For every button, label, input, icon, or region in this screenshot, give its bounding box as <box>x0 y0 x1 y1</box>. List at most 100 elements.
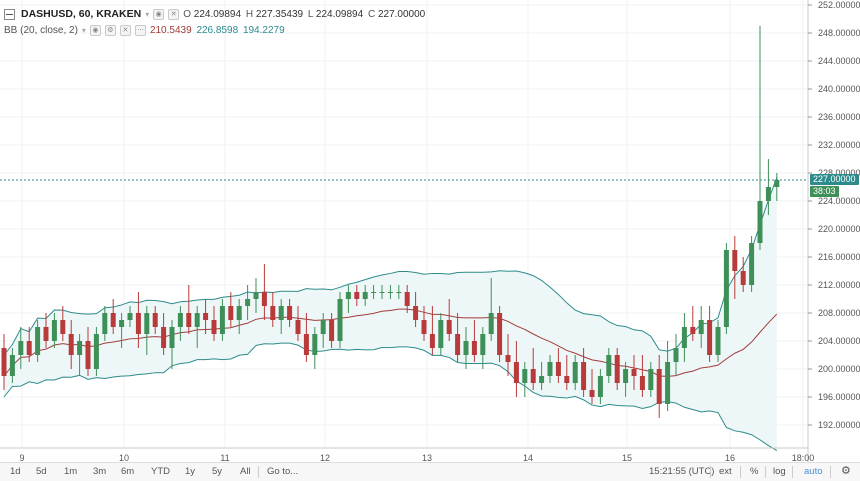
candle-body <box>303 334 309 355</box>
candle-body <box>169 327 175 348</box>
percent-toggle[interactable]: % <box>750 466 759 477</box>
candle-body <box>35 327 41 355</box>
candle-body <box>93 334 99 369</box>
bb-value: 226.8598 <box>196 25 239 36</box>
candle-body <box>236 306 242 320</box>
candle-body <box>488 313 494 334</box>
lower-band <box>3 342 778 451</box>
time-tick-label: 18:00 <box>792 453 815 462</box>
range-all[interactable]: All <box>240 466 251 477</box>
indicator-legend: BB (20, close, 2) ▾ ◉ ⚙ ✕ ⋯ 210.5439 226… <box>4 25 287 36</box>
candle-body <box>715 327 721 355</box>
candle-body <box>203 313 209 320</box>
candle-body <box>446 320 452 334</box>
candle-body <box>161 327 167 348</box>
collapse-icon[interactable] <box>4 8 15 20</box>
candle-body <box>547 362 553 376</box>
close-icon[interactable]: ✕ <box>119 25 131 36</box>
candle-body <box>43 327 49 341</box>
candle-body <box>127 313 133 320</box>
candle-body <box>1 348 7 376</box>
candle-body <box>505 355 511 362</box>
candle-body <box>413 306 419 320</box>
candle-body <box>589 390 595 397</box>
price-chart[interactable]: 252.00000 248.00000 244.00000 240.00000 236.… <box>0 0 860 462</box>
bb-value: 210.5439 <box>149 25 192 36</box>
auto-toggle[interactable]: auto <box>804 466 823 477</box>
basis-line <box>3 308 778 377</box>
goto-button[interactable]: Go to... <box>267 466 299 477</box>
ext-toggle[interactable]: ext <box>719 466 732 477</box>
candle-body <box>471 341 477 355</box>
candle-body <box>429 334 435 348</box>
divider <box>830 466 831 478</box>
candle-body <box>329 320 335 341</box>
indicator-title[interactable]: BB (20, close, 2) <box>4 25 78 36</box>
candle-body <box>177 313 183 327</box>
last-price-badge: 227.00000 <box>810 174 859 185</box>
chevron-down-icon[interactable]: ▾ <box>81 26 86 35</box>
more-icon[interactable]: ⋯ <box>134 25 146 36</box>
candle-body <box>219 306 225 334</box>
symbol-title[interactable]: DASHUSD, 60, KRAKEN <box>21 8 142 20</box>
candle-body <box>707 320 713 355</box>
candle-body <box>639 376 645 390</box>
gear-icon[interactable]: ⚙ <box>841 465 851 477</box>
candle-body <box>497 313 503 355</box>
ohlc-key: H <box>245 8 254 20</box>
range-6m[interactable]: 6m <box>121 466 135 477</box>
range-3m[interactable]: 3m <box>93 466 107 477</box>
candle-body <box>270 306 276 320</box>
price-tick-label: 196.00000 <box>818 392 860 402</box>
candle-body <box>631 369 637 376</box>
price-tick-label: 208.00000 <box>818 308 860 318</box>
price-tick-label: 220.00000 <box>818 224 860 234</box>
candle-body <box>345 292 351 299</box>
ohlc-values: O 224.09894 H 227.35439 L 224.09894 C 22… <box>183 9 427 20</box>
log-toggle[interactable]: log <box>773 466 786 477</box>
candle-body <box>312 334 318 355</box>
range-5d[interactable]: 5d <box>36 466 47 477</box>
candle-body <box>186 313 192 327</box>
range-ytd[interactable]: YTD <box>151 466 170 477</box>
range-1m[interactable]: 1m <box>64 466 78 477</box>
eye-icon[interactable]: ◉ <box>153 8 165 20</box>
ohlc-value: 224.09894 <box>315 8 364 20</box>
candle-body <box>513 362 519 383</box>
candle-body <box>278 306 284 320</box>
divider <box>765 466 766 478</box>
candle-body <box>455 334 461 355</box>
candle-body <box>732 250 738 271</box>
range-1d[interactable]: 1d <box>10 466 21 477</box>
chevron-down-icon[interactable]: ▾ <box>145 9 150 19</box>
candle-body <box>60 320 66 334</box>
candle-body <box>211 320 217 334</box>
candle-body <box>362 292 368 299</box>
candle-body <box>597 376 603 397</box>
candle-body <box>480 334 486 355</box>
candle-body <box>102 313 108 334</box>
candle-body <box>85 341 91 369</box>
candle-body <box>144 313 150 334</box>
candle-body <box>9 355 15 376</box>
candle-body <box>337 299 343 341</box>
time-tick-label: 10 <box>119 453 129 462</box>
divider <box>710 466 711 478</box>
settings-icon[interactable]: ⚙ <box>104 25 116 36</box>
price-tick-label: 204.00000 <box>818 336 860 346</box>
symbol-legend: DASHUSD, 60, KRAKEN ▾ ◉ ✕ O 224.09894 H … <box>4 8 427 20</box>
range-1y[interactable]: 1y <box>185 466 196 477</box>
candle-body <box>152 313 158 327</box>
divider <box>792 466 793 478</box>
eye-icon[interactable]: ◉ <box>89 25 101 36</box>
candle-body <box>379 292 385 293</box>
candle-body <box>698 320 704 334</box>
close-icon[interactable]: ✕ <box>168 8 180 20</box>
price-tick-label: 248.00000 <box>818 28 860 38</box>
range-5y[interactable]: 5y <box>212 466 223 477</box>
candle-body <box>623 369 629 383</box>
time-tick-label: 13 <box>422 453 432 462</box>
candle-body <box>68 334 74 355</box>
band-fill <box>4 177 777 451</box>
price-tick-label: 236.00000 <box>818 112 860 122</box>
